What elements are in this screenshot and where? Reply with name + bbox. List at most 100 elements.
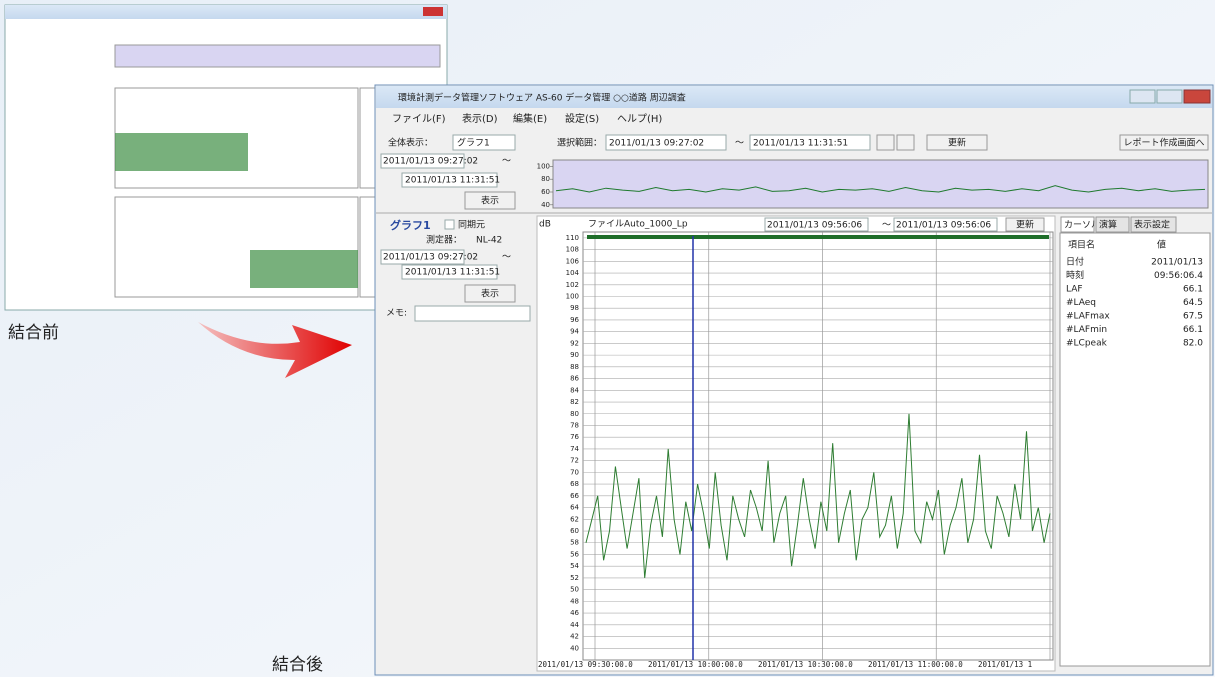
menu-bar: ファイル(F) 表示(D) 編集(E) 設定(S) ヘルプ(H) [392, 112, 662, 125]
cursor-end: 2011/01/13 09:56:06 [896, 221, 991, 231]
plot-area [552, 159, 1209, 209]
y-tick-label: 42 [570, 633, 579, 641]
tab-label: 演算 [1099, 219, 1117, 231]
y-tick-label: 68 [570, 480, 579, 488]
y-tick-label: 80 [541, 175, 550, 183]
before-close [423, 7, 443, 16]
x-tick-label: 2011/01/13 10:00:00.0 [648, 660, 743, 669]
arrow [198, 322, 352, 378]
graph-update: 更新 [1016, 219, 1034, 231]
window-title: 環境計測データ管理ソフトウェア AS-60 データ管理 ○○道路 周辺調査 [398, 92, 686, 104]
table-header: 項目名 [1068, 239, 1095, 251]
y-tick-label: 96 [570, 316, 579, 324]
range-start-box[interactable] [605, 134, 727, 151]
y-tick-label: 100 [537, 162, 550, 170]
memo-label: メモ: [386, 309, 407, 319]
y-tick-label: 92 [570, 339, 579, 347]
sync-checkbox[interactable] [444, 219, 455, 230]
overall-select[interactable] [452, 134, 516, 151]
x-tick-label: 2011/01/13 11:00:00.0 [868, 660, 963, 669]
row-value: 09:56:06.4 [1154, 271, 1203, 281]
y-tick-label: 66 [570, 492, 579, 500]
y-tick-label: 106 [566, 257, 580, 265]
prev-button[interactable] [876, 134, 895, 151]
maximize-button[interactable] [1156, 89, 1183, 104]
row-value: 66.1 [1183, 285, 1203, 295]
update-button[interactable] [926, 134, 988, 151]
next-button[interactable] [896, 134, 915, 151]
range-end: 2011/01/13 11:31:51 [753, 139, 848, 149]
left-start: 2011/01/13 09:27:02 [383, 157, 478, 167]
cursor-start: 2011/01/13 09:56:06 [767, 221, 862, 231]
left-end-box[interactable] [401, 172, 498, 188]
menu-item[interactable]: 編集(E) [513, 112, 547, 125]
y-tick-label: 84 [570, 386, 579, 394]
y-tick-label: 100 [566, 292, 579, 300]
graph-start-box[interactable] [380, 249, 465, 265]
close-button[interactable] [1183, 89, 1211, 104]
y-tick-label: 70 [570, 468, 579, 476]
range-end-box[interactable] [749, 134, 871, 151]
graph-end-box[interactable] [401, 264, 498, 280]
graph-update-button[interactable] [1005, 217, 1045, 232]
data-line [585, 413, 1051, 578]
plot-area [582, 231, 1054, 661]
y-tick-label: 62 [570, 515, 579, 523]
menu-item[interactable]: 設定(S) [565, 112, 599, 125]
tab[interactable] [1130, 216, 1177, 233]
tilde: 〜 [735, 139, 744, 149]
overall-value: グラフ1 [457, 137, 490, 149]
y-tick-label: 88 [570, 363, 579, 371]
y-tick-label: 58 [570, 539, 579, 547]
row-value: 64.5 [1183, 298, 1203, 308]
range-start: 2011/01/13 09:27:02 [609, 139, 704, 149]
report-label: レポート作成画面へ [1123, 137, 1204, 149]
overall-label: 全体表示： [388, 137, 433, 149]
row-value: 82.0 [1183, 339, 1203, 349]
y-tick-label: 48 [570, 597, 579, 605]
left-tilde: 〜 [502, 157, 511, 167]
left-show-button[interactable] [464, 191, 516, 210]
graph-show-button[interactable] [464, 284, 516, 303]
y-tick-label: 52 [570, 574, 579, 582]
y-tick-label: 40 [541, 201, 550, 209]
left-start-box[interactable] [380, 153, 465, 169]
data-line [555, 185, 1206, 193]
x-tick-label: 2011/01/13 10:30:00.0 [758, 660, 853, 669]
y-tick-label: 104 [566, 269, 580, 277]
row-name: #LAFmin [1066, 325, 1107, 335]
row-name: LAF [1066, 285, 1083, 295]
report-button[interactable] [1119, 134, 1209, 151]
y-tick-label: 60 [570, 527, 579, 535]
y-tick-label: 50 [570, 586, 579, 594]
tab[interactable] [1060, 216, 1095, 233]
y-tick-label: 60 [541, 188, 550, 196]
cursor-end-box[interactable] [893, 217, 998, 232]
row-value: 67.5 [1183, 312, 1203, 322]
y-tick-label: 90 [570, 351, 579, 359]
cursor-start-box[interactable] [764, 217, 869, 232]
y-tick-label: 64 [570, 504, 579, 512]
range-label: 選択範囲： [557, 137, 602, 149]
before-titlebar [5, 5, 447, 19]
x-tick-label: 2011/01/13 1 [978, 660, 1032, 669]
menu-item[interactable]: ヘルプ(H) [617, 113, 662, 125]
memo-box[interactable] [414, 305, 531, 322]
before-trace1 [115, 133, 248, 171]
minimize-button[interactable] [1129, 89, 1156, 104]
y-tick-label: 56 [570, 550, 579, 558]
row-name: #LAFmax [1066, 312, 1110, 322]
graph-tilde: 〜 [502, 253, 511, 263]
before-label: 結合前 [8, 323, 59, 343]
graph-start: 2011/01/13 09:27:02 [383, 253, 478, 263]
tab-label: 表示設定 [1134, 219, 1170, 231]
y-tick-label: 102 [566, 281, 579, 289]
menu-item[interactable]: 表示(D) [462, 112, 498, 125]
tab[interactable] [1095, 216, 1130, 233]
graph-show: 表示 [481, 288, 499, 300]
cursor-tilde: 〜 [882, 221, 891, 231]
after-label: 結合後 [272, 655, 323, 675]
y-tick-label: 40 [570, 644, 579, 652]
menu-item[interactable]: ファイル(F) [392, 114, 446, 125]
